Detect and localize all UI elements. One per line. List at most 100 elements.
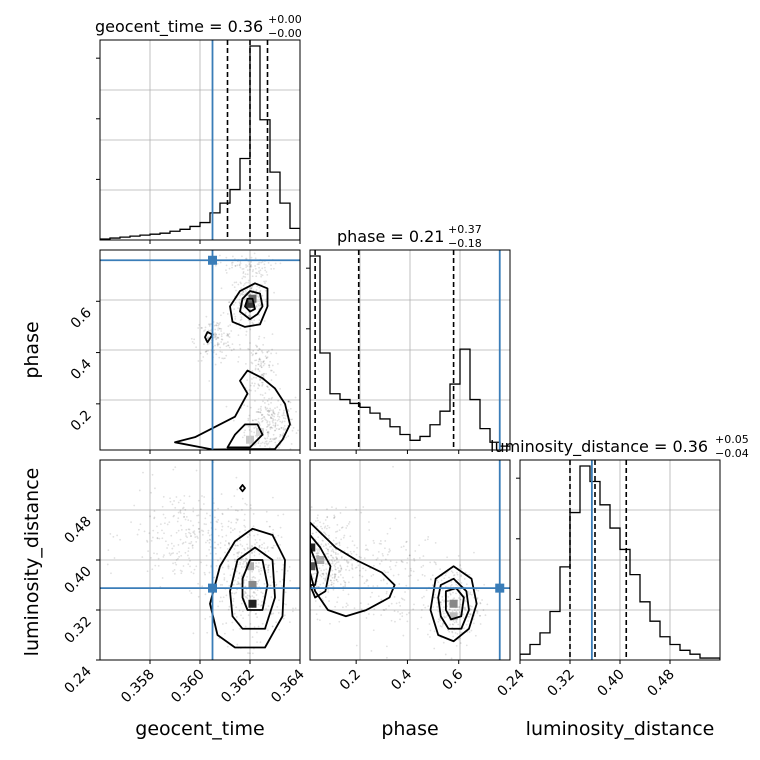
sample-point bbox=[326, 508, 328, 511]
sample-point bbox=[251, 285, 254, 288]
sample-point bbox=[486, 603, 489, 606]
sample-point bbox=[322, 599, 325, 602]
sample-point bbox=[443, 615, 445, 618]
sample-point bbox=[336, 542, 339, 545]
sample-point bbox=[156, 537, 159, 540]
sample-point bbox=[284, 546, 286, 548]
sample-point bbox=[287, 400, 290, 403]
sample-point bbox=[276, 606, 279, 608]
sample-point bbox=[239, 561, 242, 564]
contour-line bbox=[310, 534, 332, 599]
sample-point bbox=[252, 322, 255, 325]
sample-point bbox=[305, 545, 307, 547]
sample-point bbox=[187, 519, 190, 521]
sample-point bbox=[274, 438, 276, 441]
sample-point bbox=[220, 361, 222, 364]
sample-point bbox=[175, 558, 178, 561]
sample-point bbox=[227, 335, 230, 338]
sample-point bbox=[233, 612, 236, 615]
sample-point bbox=[272, 417, 274, 420]
sample-point bbox=[274, 441, 277, 444]
sample-point bbox=[198, 531, 201, 533]
sample-point bbox=[260, 261, 263, 264]
sample-point bbox=[336, 580, 339, 583]
sample-point bbox=[265, 452, 267, 454]
sample-point bbox=[268, 421, 271, 423]
sample-point bbox=[434, 593, 436, 596]
sample-point bbox=[271, 348, 273, 351]
sample-point bbox=[219, 327, 221, 330]
sample-point bbox=[282, 617, 285, 620]
sample-point bbox=[236, 544, 239, 547]
sample-point bbox=[197, 582, 200, 585]
x-tick-label: 0.32 bbox=[544, 667, 577, 700]
sample-point bbox=[355, 508, 358, 511]
sample-point bbox=[259, 444, 261, 447]
sample-point bbox=[451, 623, 454, 626]
sample-point bbox=[263, 372, 266, 375]
sample-point bbox=[221, 338, 224, 341]
contour-line bbox=[229, 282, 269, 328]
sample-point bbox=[222, 357, 225, 360]
sample-point bbox=[235, 616, 238, 618]
x-tick-label: 0.48 bbox=[644, 667, 677, 700]
sample-point bbox=[257, 360, 260, 363]
sample-point bbox=[462, 617, 465, 619]
sample-point bbox=[173, 572, 176, 575]
sample-point bbox=[168, 521, 171, 524]
sample-point bbox=[266, 410, 269, 412]
sample-point bbox=[271, 413, 273, 416]
sample-point bbox=[245, 592, 247, 594]
sample-point bbox=[263, 542, 266, 545]
sample-point bbox=[170, 552, 173, 555]
sample-point bbox=[380, 579, 383, 582]
sample-point bbox=[198, 528, 200, 530]
sample-point bbox=[347, 581, 350, 584]
sample-point bbox=[172, 515, 175, 518]
sample-point bbox=[264, 563, 267, 566]
sample-point bbox=[190, 535, 192, 538]
sample-point bbox=[200, 561, 203, 564]
sample-point bbox=[332, 585, 335, 588]
sample-point bbox=[232, 583, 235, 586]
sample-point bbox=[217, 343, 219, 346]
sample-point bbox=[325, 572, 328, 575]
sample-point bbox=[212, 336, 215, 339]
sample-point bbox=[333, 515, 336, 518]
sample-point bbox=[244, 529, 247, 532]
sample-point bbox=[231, 266, 233, 269]
sample-point bbox=[297, 544, 299, 546]
sample-point bbox=[219, 583, 222, 586]
sample-point bbox=[276, 363, 279, 365]
sample-point bbox=[361, 575, 364, 578]
sample-point bbox=[270, 379, 273, 381]
contour-line bbox=[241, 559, 269, 611]
sample-point bbox=[151, 568, 154, 571]
sample-point bbox=[258, 300, 261, 303]
sample-point bbox=[268, 410, 271, 413]
sample-point bbox=[240, 293, 243, 296]
sample-point bbox=[437, 618, 440, 621]
sample-point bbox=[388, 551, 390, 553]
truth-marker bbox=[495, 583, 505, 593]
sample-point bbox=[191, 340, 194, 343]
sample-point bbox=[453, 621, 456, 624]
sample-point bbox=[271, 438, 274, 440]
sample-point bbox=[254, 352, 257, 355]
sample-point bbox=[257, 408, 260, 411]
sample-point bbox=[401, 612, 404, 614]
sample-point bbox=[325, 568, 328, 571]
sample-point bbox=[267, 414, 270, 417]
sample-point bbox=[254, 538, 257, 541]
sample-point bbox=[459, 598, 462, 601]
sample-point bbox=[341, 606, 344, 609]
sample-point bbox=[448, 608, 451, 611]
sample-point bbox=[187, 563, 190, 566]
sample-point bbox=[253, 444, 256, 447]
sample-point bbox=[228, 336, 231, 338]
sample-point bbox=[167, 544, 170, 546]
sample-point bbox=[235, 281, 238, 284]
sample-point bbox=[203, 571, 206, 574]
sample-point bbox=[295, 432, 298, 434]
sample-point bbox=[258, 266, 260, 269]
